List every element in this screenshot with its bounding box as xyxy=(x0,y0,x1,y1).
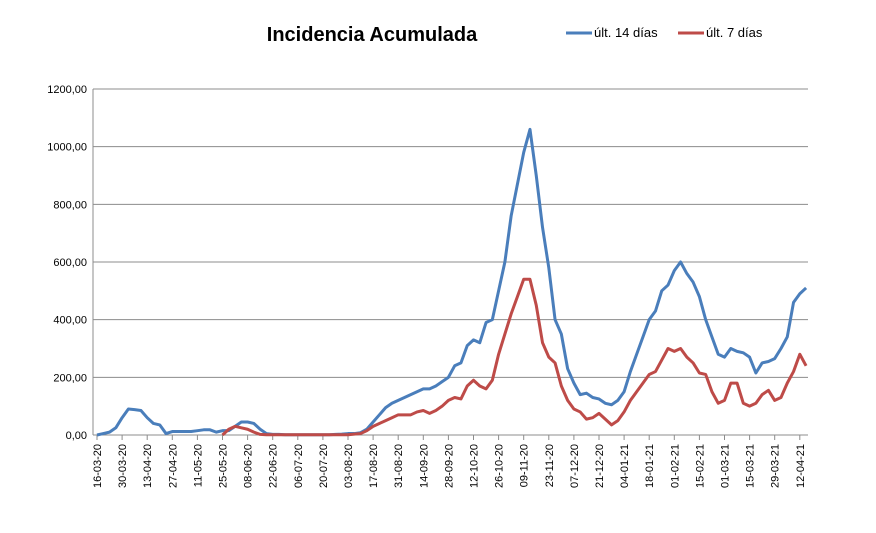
y-tick-label: 600,00 xyxy=(53,257,87,269)
y-tick-label: 200,00 xyxy=(53,372,87,384)
x-tick-label: 25-05-20 xyxy=(218,444,230,488)
y-tick-label: 1000,00 xyxy=(47,142,87,154)
x-tick-label: 17-08-20 xyxy=(368,444,380,488)
x-tick-label: 30-03-20 xyxy=(117,444,129,488)
x-tick-label: 18-01-21 xyxy=(644,444,656,488)
x-tick-label: 28-09-20 xyxy=(443,444,455,488)
legend-label: últ. 14 días xyxy=(594,25,658,40)
x-tick-label: 07-12-20 xyxy=(569,444,581,488)
y-tick-label: 1200,00 xyxy=(47,84,87,96)
x-tick-label: 26-10-20 xyxy=(494,444,506,488)
x-tick-label: 14-09-20 xyxy=(418,444,430,488)
x-tick-label: 27-04-20 xyxy=(167,444,179,488)
x-tick-label: 12-10-20 xyxy=(469,444,481,488)
x-tick-label: 22-06-20 xyxy=(268,444,280,488)
x-tick-label: 11-05-20 xyxy=(192,444,204,487)
y-tick-label: 800,00 xyxy=(53,199,87,211)
x-tick-label: 06-07-20 xyxy=(293,444,305,488)
x-tick-label: 23-11-20 xyxy=(544,444,556,487)
x-tick-label: 31-08-20 xyxy=(393,444,405,488)
x-tick-label: 20-07-20 xyxy=(318,444,330,488)
x-tick-label: 16-03-20 xyxy=(92,444,104,488)
x-tick-label: 21-12-20 xyxy=(594,444,606,488)
x-tick-label: 29-03-21 xyxy=(770,444,782,488)
x-tick-label: 15-03-21 xyxy=(745,444,757,488)
legend-label: últ. 7 días xyxy=(706,25,763,40)
x-tick-label: 01-03-21 xyxy=(720,444,732,488)
x-tick-label: 09-11-20 xyxy=(519,444,531,487)
x-tick-label: 15-02-21 xyxy=(694,444,706,488)
x-tick-label: 13-04-20 xyxy=(142,444,154,488)
y-tick-label: 0,00 xyxy=(66,430,87,442)
x-tick-label: 04-01-21 xyxy=(619,444,631,488)
chart-title: Incidencia Acumulada xyxy=(267,24,478,46)
series-line xyxy=(221,277,808,437)
y-tick-label: 400,00 xyxy=(53,315,87,327)
x-tick-label: 08-06-20 xyxy=(243,444,255,488)
x-tick-label: 12-04-21 xyxy=(795,444,807,488)
x-tick-label: 01-02-21 xyxy=(669,444,681,488)
x-tick-label: 03-08-20 xyxy=(343,444,355,488)
series-line xyxy=(96,127,808,437)
